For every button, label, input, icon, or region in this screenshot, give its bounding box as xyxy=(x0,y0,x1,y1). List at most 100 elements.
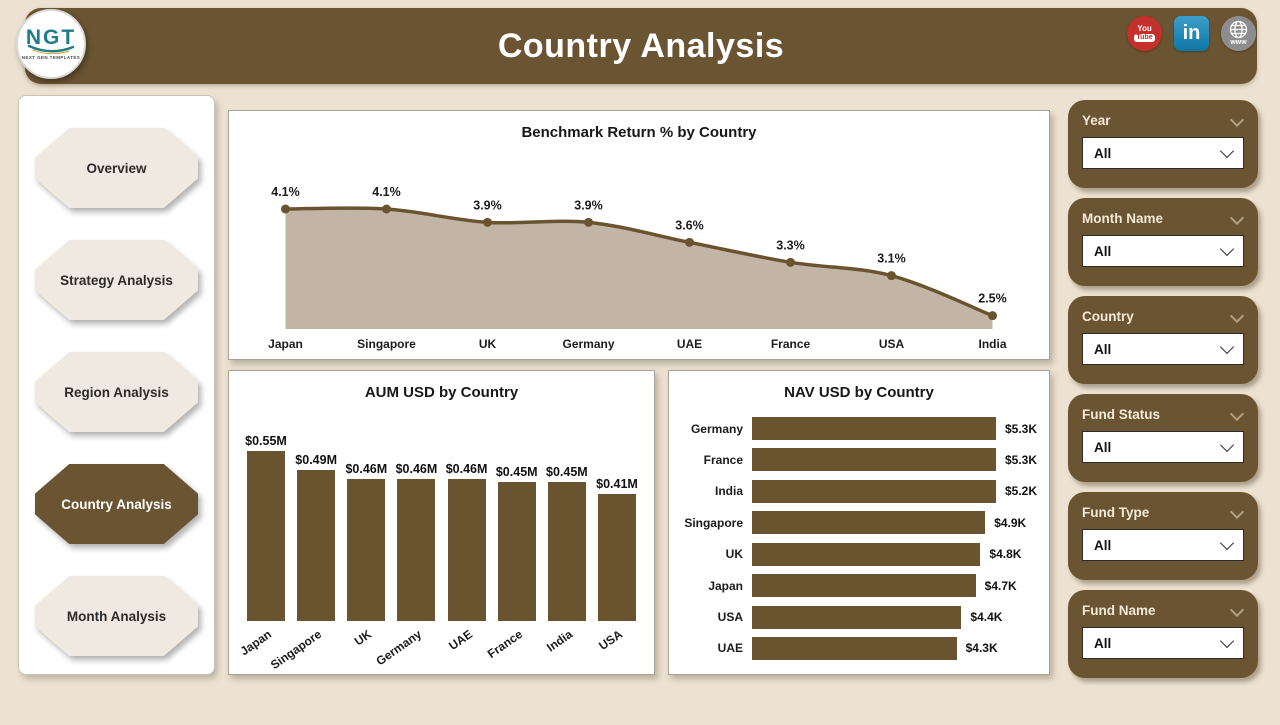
data-label: $0.46M xyxy=(345,462,388,476)
data-label: $5.3K xyxy=(1004,452,1037,467)
nav-item-month-analysis[interactable]: Month Analysis xyxy=(35,576,198,656)
bar[interactable] xyxy=(247,451,285,621)
bar[interactable] xyxy=(752,542,981,566)
data-point-germany[interactable] xyxy=(584,217,593,227)
area-chart-canvas: 4.1% Japan 4.1% Singapore 3.9% UK 3.9% Germany 3… xyxy=(268,185,1007,351)
bar[interactable] xyxy=(597,494,636,621)
month-name-dropdown[interactable]: All xyxy=(1082,235,1244,267)
nav-item-country-analysis[interactable]: Country Analysis xyxy=(35,464,198,544)
linkedin-icon[interactable]: in xyxy=(1174,16,1209,51)
bar[interactable] xyxy=(752,511,986,535)
youtube-icon-text2: Tube xyxy=(1134,34,1155,42)
filter-card-fund-status: Fund Status All xyxy=(1068,394,1258,482)
bar[interactable] xyxy=(752,605,962,629)
data-label: $5.2K xyxy=(1004,484,1037,499)
nav-sidebar: Overview Strategy Analysis Region Analys… xyxy=(18,95,215,675)
bar[interactable] xyxy=(752,574,976,598)
filter-label: Fund Name xyxy=(1082,603,1156,618)
bar[interactable] xyxy=(447,479,486,621)
data-point-india[interactable] xyxy=(988,311,997,321)
dropdown-value: All xyxy=(1094,439,1112,455)
data-label: $0.46M xyxy=(445,462,488,476)
fund-status-dropdown[interactable]: All xyxy=(1082,431,1244,463)
logo-text: NGT xyxy=(25,25,77,49)
nav-usd-chart-panel: NAV USD by Country Germany $5.3K France $5.… xyxy=(668,370,1050,675)
data-label: $0.45M xyxy=(495,465,538,479)
data-label: $4.7K xyxy=(984,578,1017,593)
x-axis-label: UAE xyxy=(677,337,702,351)
x-axis-label: Singapore xyxy=(357,337,416,351)
data-label: 2.5% xyxy=(978,292,1007,306)
aum-bars-plot[interactable]: $0.55M $0.49M $0.46M $0.46M $0.46M $0.45M $0.4… xyxy=(245,431,638,621)
bar-track: $4.3K xyxy=(752,636,1037,660)
data-point-usa[interactable] xyxy=(887,271,896,281)
x-axis-label: USA xyxy=(879,337,905,351)
bar-track: $4.7K xyxy=(752,574,1037,598)
hbar-row-uk: UK $4.8K xyxy=(679,542,1037,566)
x-axis-label: Japan xyxy=(268,337,303,351)
nav-usd-bars-plot[interactable]: Germany $5.3K France $5.3K India $5.2K Singapo… xyxy=(679,417,1037,660)
data-point-uk[interactable] xyxy=(483,217,492,227)
y-axis-label: India xyxy=(714,484,743,499)
data-label: 3.3% xyxy=(776,238,805,252)
data-label: 4.1% xyxy=(372,185,401,199)
data-point-france[interactable] xyxy=(786,257,795,267)
bar[interactable] xyxy=(347,479,386,621)
bar[interactable] xyxy=(752,448,996,472)
data-label: 3.1% xyxy=(877,252,906,266)
country-dropdown[interactable]: All xyxy=(1082,333,1244,365)
nav-item-region-analysis[interactable]: Region Analysis xyxy=(35,352,198,432)
bar[interactable] xyxy=(497,482,536,621)
data-label: $4.4K xyxy=(970,610,1003,625)
y-axis-label: USA xyxy=(717,610,743,625)
chevron-down-icon xyxy=(1219,437,1235,452)
x-axis-label: France xyxy=(771,337,811,351)
data-label: $0.41M xyxy=(596,477,638,491)
bar-track: $4.9K xyxy=(752,511,1037,535)
data-point-japan[interactable] xyxy=(281,204,290,214)
y-axis-label: UK xyxy=(725,547,743,562)
hbar-row-japan: Japan $4.7K xyxy=(679,574,1037,598)
year-dropdown[interactable]: All xyxy=(1082,137,1244,169)
data-label: $0.49M xyxy=(295,453,337,467)
nav-usd-chart-title: NAV USD by Country xyxy=(784,384,934,401)
youtube-icon[interactable]: You Tube xyxy=(1127,16,1162,51)
svg-text:www: www xyxy=(1229,39,1247,46)
data-point-singapore[interactable] xyxy=(382,204,391,214)
fund-type-dropdown[interactable]: All xyxy=(1082,529,1244,561)
website-globe-icon[interactable]: www xyxy=(1221,16,1256,51)
filter-label: Month Name xyxy=(1082,211,1163,226)
bar[interactable] xyxy=(397,479,436,621)
filter-label: Country xyxy=(1082,309,1134,324)
data-point-uae[interactable] xyxy=(685,237,694,247)
data-label: 3.9% xyxy=(574,198,603,212)
bar[interactable] xyxy=(752,417,996,440)
data-label: 3.6% xyxy=(675,218,704,232)
page-title: Country Analysis xyxy=(497,27,785,65)
chevron-down-icon xyxy=(1219,535,1235,550)
hbar-row-usa: USA $4.4K xyxy=(679,605,1037,629)
nav-item-overview[interactable]: Overview xyxy=(35,128,198,208)
data-label: 3.9% xyxy=(473,198,502,212)
bar[interactable] xyxy=(752,636,957,660)
bar-column-france: $0.45M xyxy=(495,465,538,621)
benchmark-return-area-chart[interactable]: 4.1% Japan 4.1% Singapore 3.9% UK 3.9% Germany 3… xyxy=(235,147,1043,355)
data-label: $5.3K xyxy=(1004,421,1037,436)
area-fill[interactable] xyxy=(285,208,993,329)
bar-column-usa: $0.41M xyxy=(596,477,638,621)
dropdown-value: All xyxy=(1094,145,1112,161)
fund-name-dropdown[interactable]: All xyxy=(1082,627,1244,659)
logo-swoosh-icon xyxy=(27,44,75,54)
y-axis-label: Germany xyxy=(690,421,743,436)
chevron-down-icon xyxy=(1219,143,1235,158)
bar[interactable] xyxy=(752,479,996,503)
y-axis-label: Singapore xyxy=(684,515,743,530)
trend-line xyxy=(285,206,994,318)
nav-item-strategy-analysis[interactable]: Strategy Analysis xyxy=(35,240,198,320)
bar[interactable] xyxy=(547,482,586,621)
filter-card-fund-name: Fund Name All xyxy=(1068,590,1258,678)
bar[interactable] xyxy=(297,470,336,621)
social-icons: You Tube in www xyxy=(1127,16,1256,51)
bar-column-germany: $0.46M xyxy=(396,462,437,621)
x-axis-label: UK xyxy=(479,337,497,351)
